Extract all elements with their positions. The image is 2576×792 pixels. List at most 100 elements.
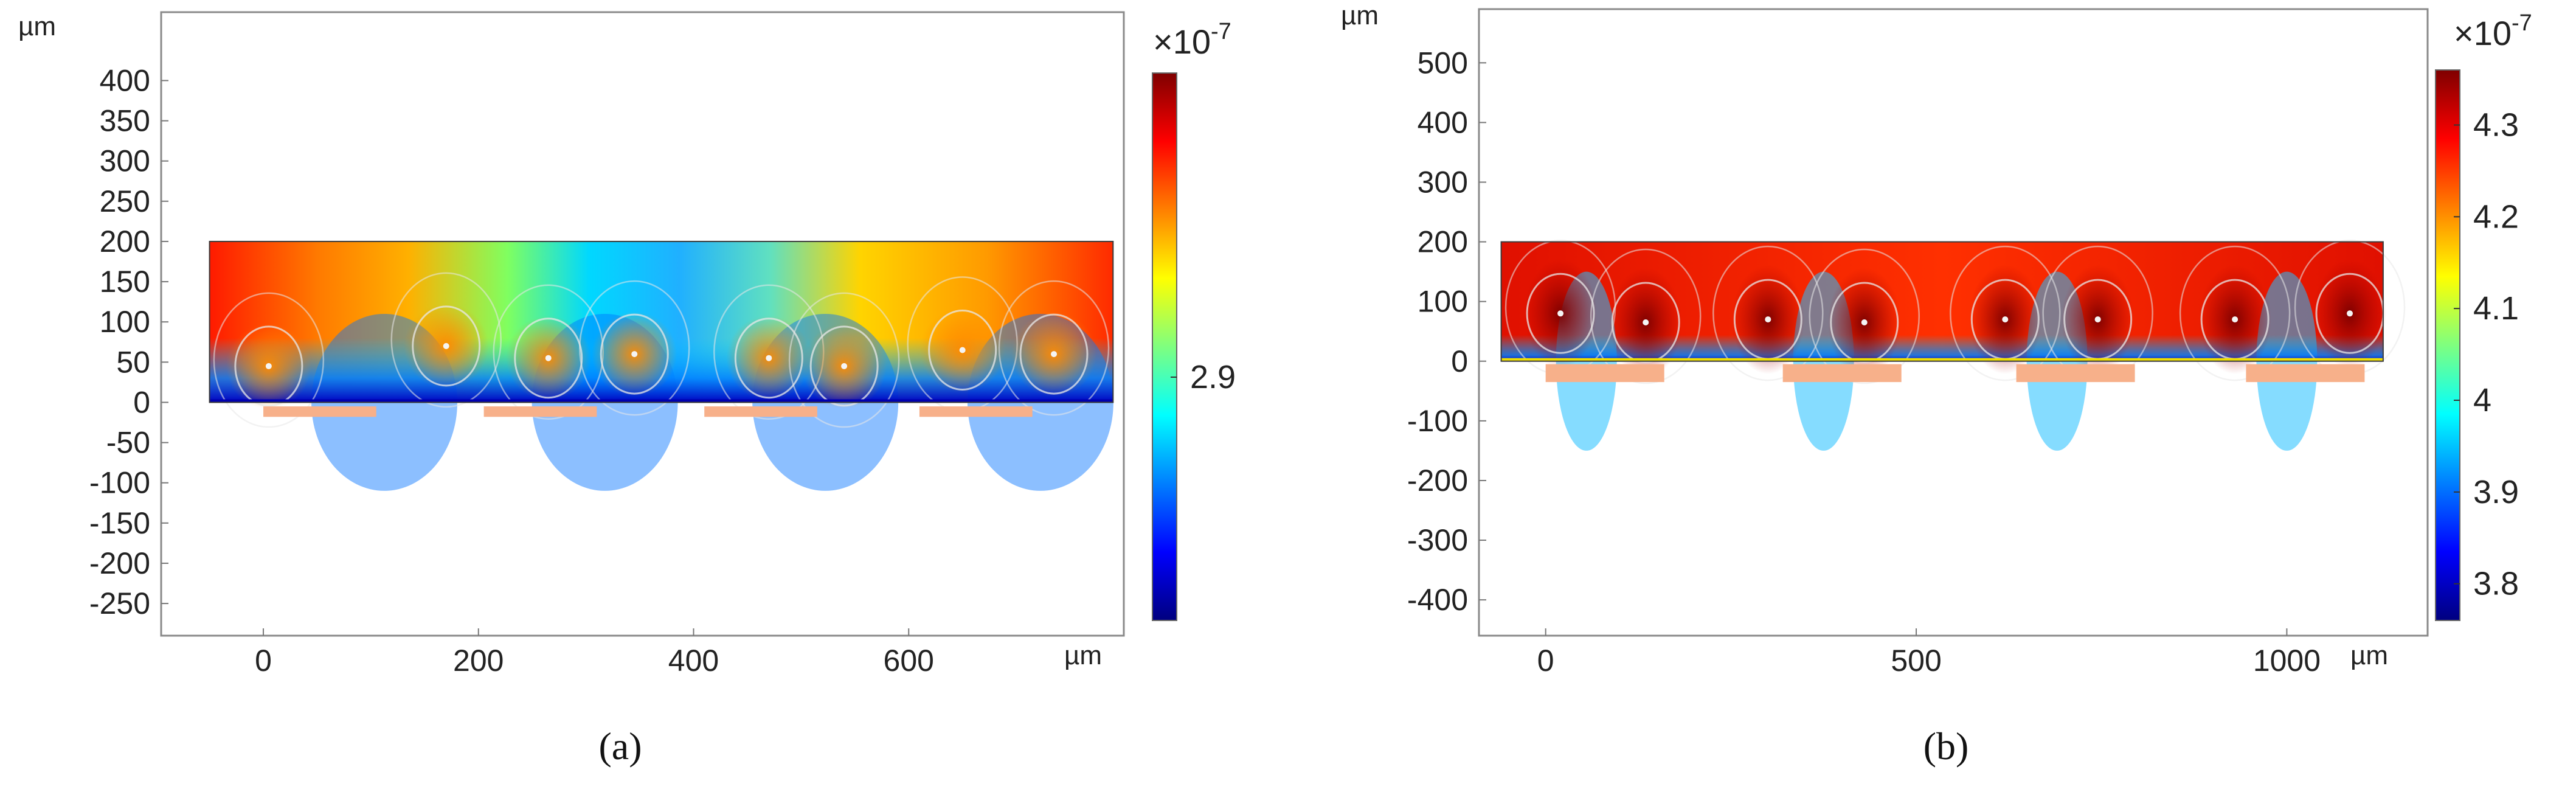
x-tick-label: 200 xyxy=(453,644,504,678)
colorbar-tick-label: 4.1 xyxy=(2473,290,2519,327)
y-tick-label: -300 xyxy=(1407,523,1468,557)
y-tick-label: 350 xyxy=(100,104,150,138)
heatmap-field-a xyxy=(209,240,1114,491)
electrode xyxy=(704,406,817,417)
streamline-seed xyxy=(2094,316,2101,323)
electrode xyxy=(263,406,376,417)
y-tick-label: 0 xyxy=(1451,344,1468,378)
electrode xyxy=(2246,364,2365,383)
streamline xyxy=(600,313,669,395)
x-tick-label: 600 xyxy=(884,644,934,678)
y-tick-label: 100 xyxy=(100,305,150,339)
y-tick-label: 300 xyxy=(1418,165,1468,199)
y-tick-label: -100 xyxy=(89,466,150,500)
y-tick-label: 50 xyxy=(116,345,150,379)
electrodes-b xyxy=(1545,364,2365,383)
streamline xyxy=(1590,248,1702,384)
y-tick-label: 500 xyxy=(1418,46,1468,80)
streamline-seed xyxy=(631,351,638,358)
y-tick-label: 250 xyxy=(100,184,150,218)
x-tick-label: 400 xyxy=(668,644,719,678)
streamline xyxy=(390,272,502,408)
streamline-seed xyxy=(2347,310,2353,317)
electrodes-a xyxy=(263,406,1033,417)
colorbar-tick-label: 2.9 xyxy=(1190,359,1236,395)
colorbar xyxy=(2435,69,2460,621)
streamline-seed xyxy=(1051,351,1058,358)
streamline-seed xyxy=(959,347,966,353)
streamline-seed xyxy=(265,363,272,369)
streamline xyxy=(1019,313,1089,395)
streamline xyxy=(928,309,997,391)
y-tick-label: 0 xyxy=(133,385,150,419)
y-tick-label: -100 xyxy=(1407,404,1468,438)
x-ticks-b: 0 500 1000 xyxy=(1537,628,2321,678)
domain-outline xyxy=(209,240,1114,403)
y-tick-label: -200 xyxy=(1407,464,1468,498)
y-unit-label-a: µm xyxy=(18,12,56,41)
x-tick-label: 0 xyxy=(255,644,272,678)
streamline-seed xyxy=(766,355,772,361)
y-ticks-b: 500 400 300 200 100 0 -100 -200 -300 -400 xyxy=(1407,46,1486,617)
streamline-seed xyxy=(1557,310,1564,317)
y-tick-label: -150 xyxy=(89,506,150,540)
colorbar-multiplier-a: ×10-7 xyxy=(1153,19,1231,61)
streamline xyxy=(213,292,325,428)
streamline xyxy=(1611,282,1680,363)
streamline xyxy=(514,318,583,399)
colorbar-tick-label: 4 xyxy=(2473,382,2491,419)
streamline xyxy=(998,280,1110,416)
electrode xyxy=(2016,364,2135,383)
streamline xyxy=(788,292,900,428)
streamline-seed xyxy=(841,363,848,369)
x-tick-label: 500 xyxy=(1891,644,1941,678)
y-tick-label: -50 xyxy=(106,426,150,460)
streamline xyxy=(1950,245,2061,381)
y-tick-label: 150 xyxy=(100,265,150,299)
streamline-seed xyxy=(1861,319,1868,325)
colorbar-tick-label: 4.2 xyxy=(2473,198,2519,235)
colorbar-b: 4.3 4.2 4.1 4 3.9 3.8 xyxy=(2435,69,2519,621)
panel-a: µm µm 400 350 300 250 200 150 100 50 0 -50 -100 -15… xyxy=(18,11,1236,768)
bottom-boundary xyxy=(209,399,1113,403)
streamline xyxy=(1809,248,1920,384)
streamline-seed xyxy=(1765,316,1771,323)
heatmap-field-b xyxy=(1500,240,2406,451)
streamline xyxy=(1830,282,1899,363)
y-tick-label: -200 xyxy=(89,546,150,580)
y-tick-label: -250 xyxy=(89,586,150,620)
colorbar xyxy=(1152,72,1177,621)
y-ticks-a: 400 350 300 250 200 150 100 50 0 -50 -100 -150 -200 -… xyxy=(89,63,168,620)
panel-label-b: (b) xyxy=(1923,724,1969,768)
streamline-seed xyxy=(545,355,552,361)
y-tick-label: 200 xyxy=(100,224,150,259)
streamline-seed xyxy=(443,342,449,349)
electrode xyxy=(919,406,1033,417)
electrode xyxy=(1782,364,1902,383)
streamline xyxy=(578,280,690,416)
streamline xyxy=(2179,245,2291,381)
y-tick-label: 300 xyxy=(100,144,150,178)
panel-label-a: (a) xyxy=(598,724,642,768)
colorbar-tick-label: 3.9 xyxy=(2473,474,2519,510)
y-tick-label: 400 xyxy=(100,63,150,97)
x-tick-label: 0 xyxy=(1537,644,1554,678)
y-tick-label: 100 xyxy=(1418,285,1468,319)
electrode xyxy=(483,406,597,417)
colorbar-tick-label: 4.3 xyxy=(2473,107,2519,144)
streamline xyxy=(1526,273,1595,354)
y-unit-label-b: µm xyxy=(1341,1,1379,30)
x-tick-label: 1000 xyxy=(2253,644,2321,678)
bottom-boundary xyxy=(1501,358,2383,361)
streamline xyxy=(734,318,803,399)
domain-outline xyxy=(1500,241,2384,362)
y-tick-label: -400 xyxy=(1407,583,1468,617)
colorbar-tick-label: 3.8 xyxy=(2473,566,2519,602)
colorbar-a: 2.9 xyxy=(1152,72,1236,621)
streamline xyxy=(809,325,879,407)
x-ticks-a: 0 200 400 600 xyxy=(255,628,934,678)
electrode xyxy=(1545,364,1664,383)
x-unit-label-b: µm xyxy=(2350,641,2388,670)
streamline-seed xyxy=(1643,319,1649,325)
